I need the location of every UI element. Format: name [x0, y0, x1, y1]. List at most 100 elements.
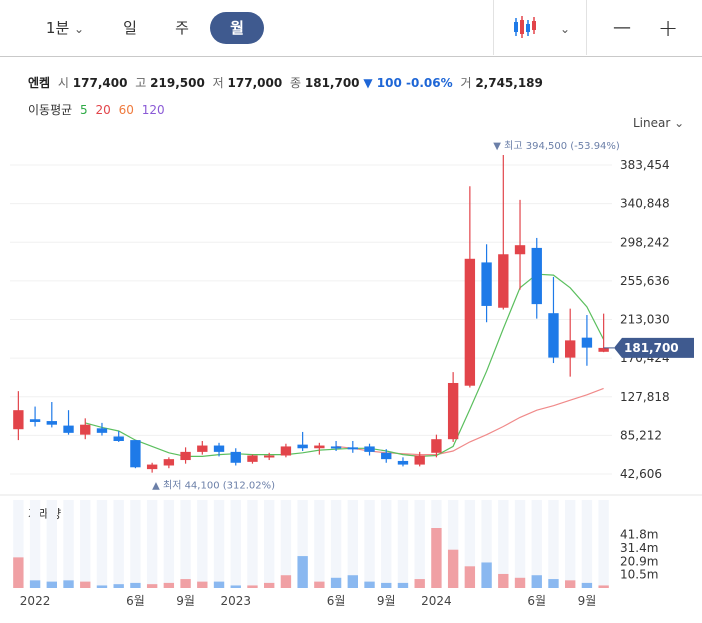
candle-body	[598, 347, 609, 352]
y-tick-label: 298,242	[620, 235, 670, 249]
volume-bar	[330, 577, 342, 588]
moving-average-label: 이동평균	[28, 103, 73, 117]
period-minute-label: 1분	[45, 19, 70, 37]
volume-bar	[314, 581, 325, 588]
candle-body	[447, 382, 459, 440]
volume-bar	[397, 582, 409, 588]
candle-body	[581, 337, 593, 348]
x-tick-label: 6월	[327, 594, 346, 608]
close-value: 181,700	[304, 76, 360, 90]
candle-body	[113, 436, 124, 442]
open-value: 177,400	[72, 76, 128, 90]
high-label: 고	[135, 76, 147, 90]
candle-body	[96, 428, 108, 433]
high-value: 219,500	[150, 76, 205, 90]
volume-tick-label: 41.8m	[620, 528, 658, 542]
chart-type-chevron-icon[interactable]: ⌄	[559, 22, 571, 36]
low-label: 저	[212, 76, 224, 90]
volume-column-bg	[230, 500, 241, 588]
y-tick-label: 85,212	[620, 428, 662, 442]
candle-body	[548, 313, 559, 358]
volume-bar	[464, 566, 476, 588]
volume-bar	[29, 580, 41, 588]
volume-column-bg	[29, 500, 41, 588]
candle-body	[481, 262, 492, 306]
last-price-tag	[614, 337, 694, 358]
candle-body	[264, 455, 275, 458]
candle-body	[314, 445, 325, 449]
candle-body	[531, 247, 542, 305]
volume-column-bg	[146, 500, 158, 588]
volume-bar	[447, 549, 459, 588]
candle-body	[29, 419, 41, 422]
x-tick-label: 9월	[176, 594, 195, 608]
volume-bar	[598, 585, 609, 588]
volume-bar	[230, 585, 241, 588]
y-tick-label: 42,606	[620, 467, 662, 481]
volume-bar	[80, 581, 91, 588]
ma5-line	[85, 273, 605, 458]
volume-bar	[213, 581, 225, 588]
candle-body	[197, 445, 208, 452]
tab-month[interactable]: 월	[210, 12, 264, 44]
volume-column-bg	[297, 500, 308, 588]
candle-body	[297, 444, 308, 449]
volume-value: 2,745,189	[475, 76, 543, 90]
y-tick-label: 340,848	[620, 197, 670, 211]
zoom-out-button[interactable]: —	[613, 17, 631, 38]
candle-body	[280, 446, 292, 456]
tab-week[interactable]: 주	[175, 19, 189, 37]
volume-column-bg	[130, 500, 141, 588]
zoom-in-button[interactable]: +	[657, 14, 679, 42]
volume-column-bg	[280, 500, 292, 588]
volume-column-bg	[414, 500, 425, 588]
candlestick-type-icon[interactable]	[513, 14, 539, 40]
volume-column-bg	[364, 500, 375, 588]
candle-body	[364, 446, 375, 452]
volume-column-bg	[213, 500, 225, 588]
volume-column-bg	[598, 500, 609, 588]
volume-tick-label: 20.9m	[620, 554, 658, 568]
candle-body	[163, 459, 175, 466]
candle-body	[130, 440, 141, 468]
candle-body	[498, 254, 509, 308]
volume-bar	[197, 581, 208, 588]
volume-bar	[113, 584, 124, 588]
volume-bar	[481, 562, 492, 588]
volume-bar	[280, 575, 292, 588]
candle-body	[464, 258, 476, 386]
volume-bar	[180, 579, 191, 588]
volume-bar	[431, 528, 442, 588]
volume-column-bg	[498, 500, 509, 588]
volume-bar	[531, 575, 542, 588]
candle-body	[230, 451, 241, 463]
volume-column-bg	[464, 500, 476, 588]
volume-bar	[548, 579, 559, 588]
candle-body	[565, 340, 576, 358]
candle-body	[80, 424, 91, 435]
ma5-label: 5	[80, 103, 88, 117]
volume-tick-label: 31.4m	[620, 541, 658, 555]
x-tick-label: 2022	[20, 594, 51, 608]
candle-body	[347, 447, 358, 450]
moving-average-legend[interactable]: 이동평균 5 20 60 120	[28, 101, 169, 118]
x-tick-label: 6월	[126, 594, 145, 608]
volume-bar	[514, 577, 526, 588]
volume-column-bg	[314, 500, 325, 588]
x-tick-label: 2023	[220, 594, 251, 608]
period-minute-dropdown[interactable]: 1분 ⌄	[30, 12, 100, 44]
candle-body	[414, 455, 425, 465]
volume-column-bg	[163, 500, 175, 588]
volume-column-bg	[264, 500, 275, 588]
candle-body	[514, 245, 526, 255]
candle-body	[180, 451, 191, 461]
volume-bar	[297, 556, 308, 588]
volume-column-bg	[13, 500, 24, 588]
x-tick-label: 9월	[377, 594, 396, 608]
scale-mode-dropdown[interactable]: Linear ⌄	[633, 116, 684, 130]
volume-column-bg	[330, 500, 342, 588]
y-tick-label: 127,818	[620, 390, 670, 404]
volume-column-bg	[581, 500, 593, 588]
tab-day[interactable]: 일	[123, 19, 137, 37]
